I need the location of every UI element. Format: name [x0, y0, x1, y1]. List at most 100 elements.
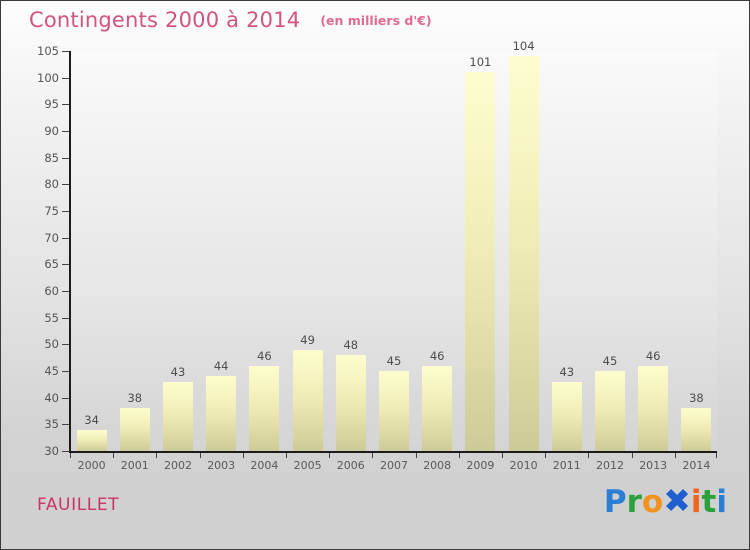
y-axis-label: 45: [44, 364, 59, 378]
bar-2014[interactable]: [681, 408, 712, 451]
x-axis-line: [69, 451, 717, 453]
y-axis-tick: [62, 344, 69, 346]
bar-2007[interactable]: [379, 371, 409, 451]
x-axis-tick: [286, 453, 287, 458]
x-axis-label: 2006: [336, 459, 365, 472]
y-axis-label: 85: [44, 150, 59, 165]
bar-2001[interactable]: [119, 408, 150, 451]
x-axis-label: 2009: [466, 459, 495, 472]
y-axis-tick: [62, 211, 69, 212]
bar-2000[interactable]: [76, 429, 107, 451]
logo-letter: t: [701, 484, 717, 520]
y-axis-tick: [62, 184, 69, 186]
y-axis-label: 105: [37, 44, 59, 58]
y-axis-line: [69, 51, 71, 452]
bar-2003[interactable]: [206, 376, 237, 451]
x-axis-label: 2012: [596, 459, 624, 472]
x-axis-tick: [372, 453, 374, 458]
bar-value-label: 104: [512, 39, 535, 54]
x-axis-label: 2005: [293, 459, 322, 472]
x-axis-label: 2001: [120, 459, 149, 472]
bar-2009[interactable]: [465, 72, 496, 451]
y-axis-tick: [62, 424, 69, 426]
x-axis-label: 2014: [682, 459, 711, 472]
bar-2008[interactable]: [422, 365, 453, 451]
x-axis-tick: [329, 453, 331, 458]
bar-value-label: 46: [257, 348, 272, 363]
logo-letter: r: [626, 484, 642, 520]
bar-value-label: 48: [343, 338, 359, 352]
logo-letter: o: [641, 484, 664, 520]
chart-plot: 30 35 40 45 50 55 60 65 70 75 80 85 90 95 100 105 2000 2…: [37, 39, 717, 472]
logo-letter: P: [603, 484, 627, 520]
x-axis-tick: [502, 453, 503, 458]
y-axis-label: 40: [44, 390, 59, 405]
x-axis-tick: [113, 453, 115, 458]
x-axis-tick: [674, 453, 676, 458]
y-axis-tick: [62, 264, 69, 266]
x-axis-tick: [458, 453, 460, 458]
chart-subtitle: (en milliers d'€): [320, 12, 432, 28]
x-axis-tick: [242, 453, 244, 458]
y-axis-tick: [62, 317, 69, 319]
y-axis-label: 30: [44, 444, 59, 458]
y-axis-tick: [62, 77, 69, 79]
x-axis-tick: [545, 453, 547, 458]
y-axis-tick: [62, 131, 69, 132]
y-axis-tick: [62, 397, 69, 399]
x-axis-tick: [415, 453, 417, 458]
bar-value-label: 38: [689, 391, 704, 406]
x-axis-label: 2011: [552, 459, 581, 472]
y-axis-label: 60: [44, 284, 59, 298]
x-axis-label: 2007: [380, 459, 408, 472]
x-axis-label: 2008: [423, 459, 452, 472]
y-axis-tick: [62, 104, 69, 106]
bar-2006[interactable]: [335, 355, 366, 451]
chart-header: Contingents 2000 à 2014 (en milliers d'€…: [1, 1, 749, 39]
proxiti-logo[interactable]: Pro✖iti: [604, 481, 727, 520]
region-name: FAUILLET: [37, 495, 120, 515]
x-axis-label: 2004: [250, 459, 279, 472]
bar-2012[interactable]: [595, 371, 625, 451]
y-axis-tick: [62, 451, 69, 452]
y-axis-tick: [62, 157, 69, 159]
bar-value-label: 43: [559, 364, 575, 379]
y-axis-tick: [62, 291, 69, 292]
bar-2010[interactable]: [508, 56, 539, 451]
y-axis-label: 70: [44, 230, 59, 245]
bar-2002[interactable]: [163, 381, 193, 451]
y-axis-tick: [62, 237, 69, 239]
x-axis-label: 2003: [207, 459, 236, 472]
bar-2005[interactable]: [292, 349, 323, 451]
bar-value-label: 46: [429, 348, 445, 363]
y-axis-label: 35: [44, 417, 59, 432]
page-title: Contingents 2000 à 2014: [29, 8, 301, 32]
x-axis-tick: [199, 453, 201, 458]
y-axis-tick: [62, 51, 69, 52]
bar-value-label: 101: [469, 55, 492, 70]
x-axis-label: 2000: [77, 459, 106, 472]
logo-letter: ✖: [663, 481, 691, 520]
y-axis-label: 55: [44, 310, 59, 325]
bar-value-label: 45: [602, 354, 618, 368]
x-axis-label: 2010: [509, 459, 538, 472]
logo-letter: i: [690, 484, 702, 520]
x-axis-tick: [588, 453, 590, 458]
y-axis-label: 95: [44, 97, 59, 112]
chart-footer: FAUILLET Pro✖iti: [1, 473, 749, 549]
y-axis-label: 90: [44, 124, 59, 138]
bar-value-label: 43: [170, 364, 186, 379]
bar-value-label: 34: [84, 412, 99, 427]
bar-value-label: 38: [127, 391, 143, 406]
y-axis-label: 65: [44, 257, 59, 272]
x-axis-tick: [70, 453, 71, 458]
bar-value-label: 46: [645, 348, 661, 363]
y-axis-tick: [62, 371, 69, 372]
y-axis-label: 50: [44, 337, 59, 352]
y-axis-label: 75: [44, 204, 59, 218]
bar-value-label: 45: [386, 354, 402, 368]
bar-2013[interactable]: [638, 365, 669, 451]
bar-2004[interactable]: [249, 365, 280, 451]
bar-2011[interactable]: [551, 381, 582, 451]
